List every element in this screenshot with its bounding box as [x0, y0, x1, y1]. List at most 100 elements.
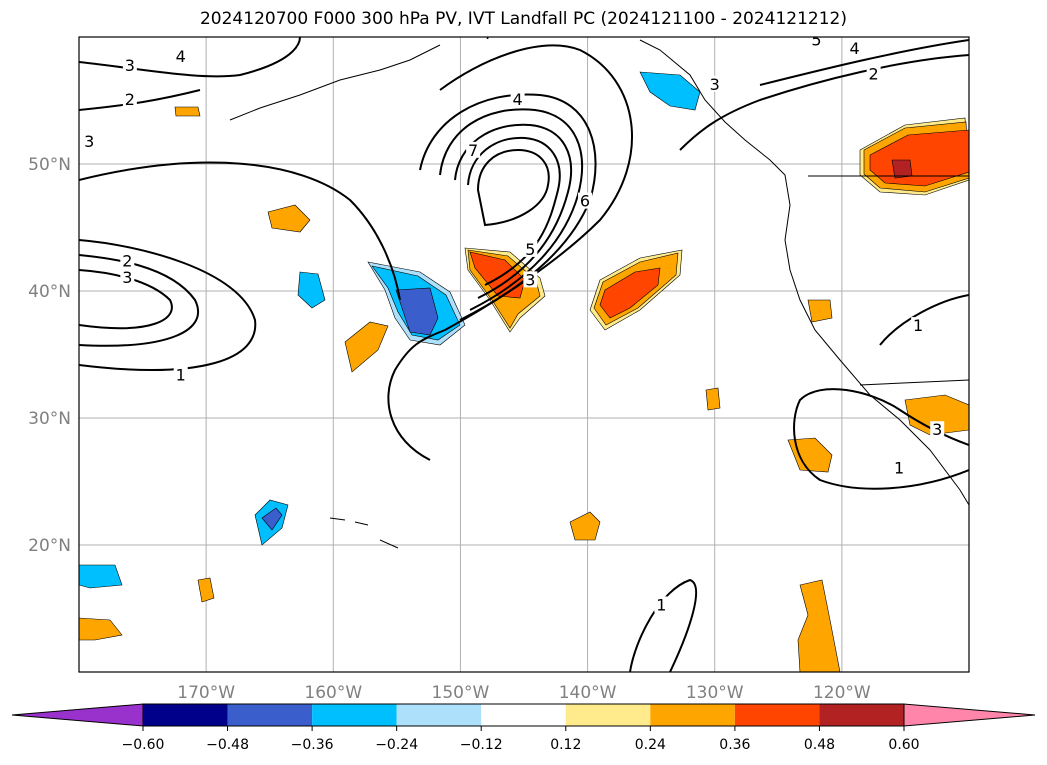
- positive-anomaly-region: [569, 511, 601, 541]
- colorbar-segment: [227, 704, 313, 726]
- axis-labels: 170°W 160°W 150°W 140°W 130°W 120°W 50°N 40°N 30…: [28, 155, 871, 703]
- colorbar-segment: [143, 704, 228, 726]
- pv-contour-label: 2: [122, 251, 132, 270]
- pv-contour: [793, 388, 969, 490]
- pv-contour: [387, 44, 634, 461]
- pv-contour-label: 2: [869, 65, 879, 84]
- pv-contour: [879, 294, 969, 346]
- pv-contour-label: 1: [176, 366, 186, 385]
- positive-anomaly-region: [174, 106, 201, 117]
- contour-label-background: [654, 596, 669, 613]
- coastlines: [229, 39, 969, 549]
- pv-contour-label: 3: [932, 420, 942, 439]
- pv-contour: [79, 161, 401, 301]
- lon-tick-label: 140°W: [559, 683, 617, 703]
- contour-label-background: [866, 65, 881, 82]
- positive-anomaly-region: [787, 437, 833, 473]
- positive-anomaly-region: [904, 394, 969, 436]
- colorbar-tick-label: −0.12: [460, 737, 503, 753]
- colorbar-segment: [565, 704, 651, 726]
- lon-tick-label: 120°W: [813, 683, 871, 703]
- contour-label-background: [809, 37, 824, 48]
- contour-label-background: [173, 47, 188, 64]
- colorbar-segment: [819, 704, 904, 726]
- pv-contour-label: 3: [125, 56, 135, 75]
- pv-contour-label: 1: [656, 596, 666, 615]
- contour-label-background: [478, 37, 493, 41]
- contour-label-background: [847, 40, 862, 57]
- colorbar-tick-label: 0.12: [550, 737, 581, 753]
- contour-label-background: [911, 317, 926, 334]
- colorbar-tick-label: 0.60: [888, 737, 919, 753]
- pv-contour-label: 5: [811, 30, 821, 49]
- positive-anomaly-region: [469, 251, 526, 299]
- colorbar-extend-low: [11, 703, 144, 727]
- lat-tick-label: 30°N: [28, 409, 71, 429]
- pv-contour-label: 6: [580, 192, 590, 211]
- positive-anomaly-region: [891, 159, 913, 179]
- pv-contour-label: 3: [84, 132, 94, 151]
- pv-contour-label: 4: [513, 90, 523, 109]
- pv-contour: [79, 269, 173, 330]
- negative-anomaly-region: [395, 287, 439, 336]
- pv-contour-label: 1: [913, 316, 923, 335]
- lat-tick-label: 50°N: [28, 155, 71, 175]
- contour-label-background: [523, 240, 538, 257]
- map-title: 2024120700 F000 300 hPa PV, IVT Landfall…: [199, 9, 847, 29]
- contour-label-background: [120, 252, 135, 269]
- negative-anomaly-region: [297, 271, 326, 309]
- colorbar-tick-label: −0.48: [206, 737, 249, 753]
- lat-tick-label: 40°N: [28, 282, 71, 302]
- colorbar-extend-high: [903, 703, 1036, 727]
- pv-contour-label: 4: [176, 47, 186, 66]
- pv-contour: [629, 578, 698, 672]
- pv-contour-label: 5: [525, 240, 535, 259]
- colorbar-tick-label: −0.60: [122, 737, 165, 753]
- pv-contour-label: 4: [849, 39, 859, 58]
- pv-contour: [439, 108, 583, 311]
- contour-label-background: [120, 268, 135, 285]
- positive-anomaly-region: [197, 577, 215, 603]
- contour-label-background: [122, 91, 137, 108]
- colorbar-segment: [312, 704, 397, 726]
- positive-anomaly-region: [79, 617, 123, 641]
- colorbar-tick-label: 0.24: [635, 737, 666, 753]
- lon-tick-label: 150°W: [432, 683, 490, 703]
- lat-tick-label: 20°N: [28, 536, 71, 556]
- pv-contour-label: 2: [125, 90, 135, 109]
- contour-label-background: [122, 56, 137, 73]
- negative-anomaly-region: [639, 71, 701, 111]
- colorbar-tick-label: −0.36: [291, 737, 334, 753]
- gridlines: [79, 37, 969, 672]
- pv-contour-label: 3: [122, 268, 132, 287]
- negative-anomaly-region: [79, 564, 123, 589]
- pv-contour: [679, 54, 969, 151]
- north-america-coastline: [639, 39, 969, 506]
- pv-contour-label: 3: [710, 75, 720, 94]
- contour-label-background: [892, 459, 907, 476]
- colorbar-frame: [142, 703, 905, 727]
- positive-anomaly-region: [599, 267, 661, 319]
- pv-contour: [419, 93, 597, 321]
- contour-label-background: [707, 75, 722, 92]
- contour-label-background: [510, 91, 525, 108]
- aleutian-islands: [229, 44, 441, 121]
- pv-contour: [759, 39, 969, 86]
- contour-label-background: [466, 141, 481, 158]
- map-frame: [78, 36, 970, 673]
- positive-anomaly-region: [705, 387, 721, 411]
- colorbar-tick-label: 0.48: [804, 737, 835, 753]
- pv-contour: [476, 148, 550, 227]
- lon-tick-label: 160°W: [304, 683, 362, 703]
- colorbar-tick-label: 0.36: [719, 737, 750, 753]
- colorbar-segment: [734, 704, 820, 726]
- contour-label-background: [930, 421, 945, 438]
- us-mexico-border: [859, 379, 969, 386]
- colorbar-segment: [481, 704, 566, 726]
- lon-tick-label: 170°W: [177, 683, 235, 703]
- colorbar-segment: [396, 704, 482, 726]
- contour-label-background: [82, 132, 97, 149]
- colorbar-tick-label: −0.24: [375, 737, 418, 753]
